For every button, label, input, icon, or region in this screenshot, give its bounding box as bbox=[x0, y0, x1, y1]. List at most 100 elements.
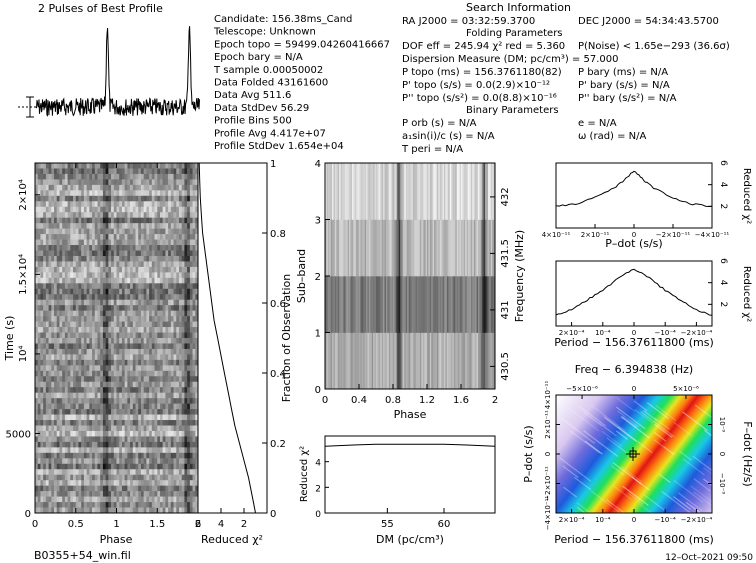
time-phase-cell bbox=[189, 376, 193, 383]
time-phase-cell bbox=[159, 474, 163, 481]
time-phase-cell bbox=[162, 206, 166, 213]
time-phase-cell bbox=[173, 294, 177, 301]
time-phase-cell bbox=[102, 173, 106, 180]
time-phase-cell bbox=[78, 452, 82, 459]
time-phase-cell bbox=[67, 348, 71, 355]
time-phase-cell bbox=[154, 277, 158, 284]
time-phase-cell bbox=[157, 272, 161, 279]
time-phase-cell bbox=[97, 338, 101, 344]
time-phase-cell bbox=[195, 266, 199, 273]
time-phase-cell bbox=[83, 239, 87, 246]
time-phase-cell bbox=[70, 469, 74, 476]
time-phase-cell bbox=[165, 327, 169, 333]
time-phase-cell bbox=[124, 223, 128, 229]
time-phase-cell bbox=[97, 452, 101, 459]
time-phase-cell bbox=[48, 338, 52, 344]
time-phase-cell bbox=[62, 163, 66, 169]
time-phase-cell bbox=[75, 348, 79, 355]
time-phase-cell bbox=[127, 458, 131, 465]
time-phase-cell bbox=[124, 173, 128, 180]
info-col1-line: Profile StdDev 1.654e+04 bbox=[214, 141, 344, 152]
time-phase-cell bbox=[151, 201, 155, 208]
subband-cell bbox=[364, 276, 367, 333]
subband-cell bbox=[405, 276, 408, 333]
time-phase-cell bbox=[132, 272, 136, 279]
time-phase-cell bbox=[105, 234, 109, 240]
info-ra: RA J2000 = 03:32:59.3700 bbox=[402, 16, 535, 27]
time-phase-cell bbox=[189, 234, 193, 240]
time-phase-cell bbox=[37, 441, 41, 448]
time-phase-cell bbox=[154, 283, 158, 290]
time-phase-cell bbox=[159, 338, 163, 344]
time-phase-cell bbox=[89, 173, 93, 180]
time-phase-cell bbox=[89, 370, 93, 377]
time-phase-cell bbox=[81, 441, 85, 448]
time-phase-cell bbox=[195, 425, 199, 432]
time-phase-cell bbox=[51, 502, 55, 508]
time-phase-cell bbox=[132, 474, 136, 481]
time-phase-cell bbox=[195, 223, 199, 229]
time-phase-cell bbox=[170, 255, 174, 262]
time-phase-cell bbox=[94, 420, 98, 426]
time-phase-cell bbox=[170, 420, 174, 426]
time-phase-cell bbox=[121, 250, 125, 257]
time-phase-cell bbox=[132, 173, 136, 180]
time-phase-cell bbox=[37, 168, 41, 175]
time-phase-cell bbox=[138, 403, 142, 410]
time-phase-cell bbox=[89, 168, 93, 175]
time-phase-cell bbox=[70, 436, 74, 443]
subband-cell bbox=[483, 332, 486, 390]
time-phase-cell bbox=[170, 294, 174, 301]
time-phase-cell bbox=[195, 430, 199, 437]
time-phase-cell bbox=[192, 212, 196, 218]
time-phase-cell bbox=[108, 338, 112, 344]
time-phase-cell bbox=[45, 283, 49, 290]
time-phase-cell bbox=[168, 359, 172, 366]
time-phase-cell bbox=[187, 277, 191, 284]
time-phase-cell bbox=[157, 502, 161, 508]
time-phase-cell bbox=[189, 403, 193, 410]
time-phase-cell bbox=[48, 201, 52, 208]
time-phase-cell bbox=[140, 195, 144, 202]
time-phase-cell bbox=[121, 370, 125, 377]
time-phase-cell bbox=[124, 403, 128, 410]
time-phase-cell bbox=[94, 474, 98, 481]
time-phase-cell bbox=[173, 496, 177, 503]
time-phase-cell bbox=[189, 458, 193, 465]
subband-cell bbox=[351, 163, 354, 220]
time-phase-cell bbox=[89, 332, 93, 339]
subband-cell bbox=[395, 332, 398, 390]
time-phase-cell bbox=[70, 474, 74, 481]
time-phase-cell bbox=[56, 485, 60, 492]
time-phase-cell bbox=[56, 359, 60, 366]
time-phase-cell bbox=[100, 223, 104, 229]
pdot-line bbox=[555, 170, 713, 208]
time-phase-cell bbox=[89, 502, 93, 508]
time-phase-cell bbox=[35, 184, 39, 191]
time-phase-cell bbox=[187, 179, 191, 186]
time-phase-cell bbox=[132, 458, 136, 465]
time-phase-cell bbox=[51, 294, 55, 301]
time-phase-cell bbox=[35, 376, 39, 383]
time-phase-cell bbox=[100, 168, 104, 175]
time-phase-cell bbox=[43, 387, 47, 393]
time-phase-cell bbox=[35, 316, 39, 322]
time-phase-cell bbox=[130, 507, 134, 514]
time-phase-cell bbox=[51, 173, 55, 180]
time-phase-cell bbox=[86, 190, 90, 197]
time-phase-cell bbox=[81, 491, 85, 497]
time-phase-cell bbox=[181, 474, 185, 481]
time-phase-cell bbox=[100, 294, 104, 301]
time-phase-cell bbox=[116, 359, 120, 366]
time-phase-cell bbox=[157, 343, 161, 350]
time-phase-cell bbox=[132, 327, 136, 333]
period-y-tick-label: 4 bbox=[718, 280, 728, 286]
time-phase-cell bbox=[184, 409, 188, 415]
time-phase-cell bbox=[111, 310, 115, 317]
info-pdd-topo: P'' topo (s/s²) = 0.0(8.8)×10⁻¹⁶ bbox=[402, 93, 557, 104]
time-phase-cell bbox=[124, 255, 128, 262]
time-phase-cell bbox=[170, 250, 174, 257]
time-phase-cell bbox=[86, 168, 90, 175]
time-phase-cell bbox=[108, 239, 112, 246]
time-phase-cell bbox=[45, 332, 49, 339]
